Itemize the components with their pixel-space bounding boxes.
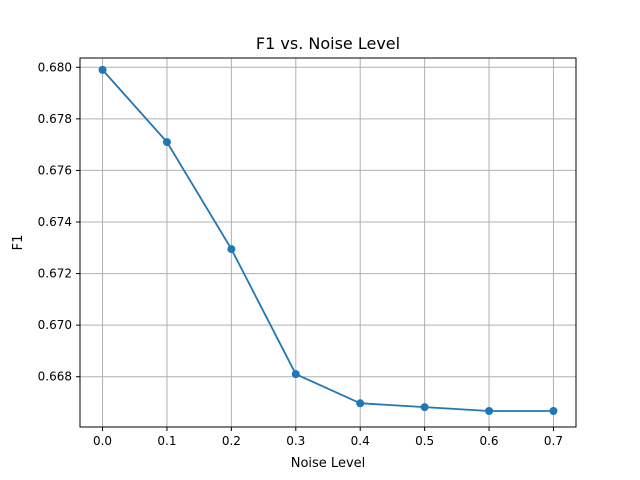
ticks: 0.0 0.1 0.2 0.3 0.4 0.5 0.6 0.7 0.668 0.670 0.672 0…: [38, 60, 563, 448]
y-tick-label: 0.678: [38, 112, 72, 126]
x-tick-label: 0.7: [544, 434, 563, 448]
chart-title: F1 vs. Noise Level: [256, 34, 400, 53]
x-tick-label: 0.2: [222, 434, 241, 448]
series-layer: [98, 65, 558, 416]
x-axis-label: Noise Level: [291, 456, 366, 471]
x-tick-label: 0.0: [93, 434, 112, 448]
data-point: [162, 138, 171, 147]
data-point: [227, 245, 236, 254]
y-tick-label: 0.672: [38, 267, 72, 281]
data-point: [485, 407, 494, 416]
x-tick-label: 0.4: [351, 434, 370, 448]
x-tick-label: 0.5: [415, 434, 434, 448]
y-tick-label: 0.674: [38, 215, 72, 229]
grid: [80, 58, 576, 427]
data-point: [420, 403, 429, 412]
y-tick-label: 0.680: [38, 60, 72, 74]
y-tick-label: 0.676: [38, 163, 72, 177]
data-point: [356, 399, 365, 408]
x-tick-label: 0.3: [286, 434, 305, 448]
data-point: [549, 407, 558, 416]
plot-frame: [79, 57, 577, 428]
data-point: [98, 65, 107, 74]
y-tick-label: 0.670: [38, 318, 72, 332]
series-line: [101, 69, 554, 412]
x-tick-label: 0.1: [157, 434, 176, 448]
data-point: [291, 370, 300, 379]
x-tick-label: 0.6: [479, 434, 498, 448]
y-axis-label: F1: [11, 235, 26, 251]
y-tick-label: 0.668: [38, 370, 72, 384]
